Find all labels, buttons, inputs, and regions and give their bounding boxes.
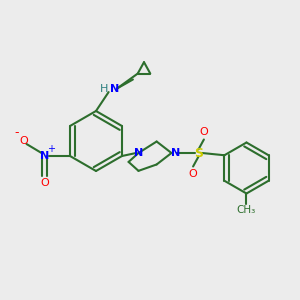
Text: CH₃: CH₃ xyxy=(237,205,256,215)
Text: H: H xyxy=(100,83,109,94)
Text: N: N xyxy=(134,148,143,158)
Text: O: O xyxy=(19,136,28,146)
Text: -: - xyxy=(15,126,19,139)
Text: O: O xyxy=(200,127,208,137)
Text: N: N xyxy=(40,151,49,161)
Text: O: O xyxy=(40,178,49,188)
Text: +: + xyxy=(47,144,55,154)
Text: O: O xyxy=(189,169,197,179)
Text: N: N xyxy=(171,148,181,158)
Text: S: S xyxy=(194,146,203,160)
Text: N: N xyxy=(110,83,119,94)
